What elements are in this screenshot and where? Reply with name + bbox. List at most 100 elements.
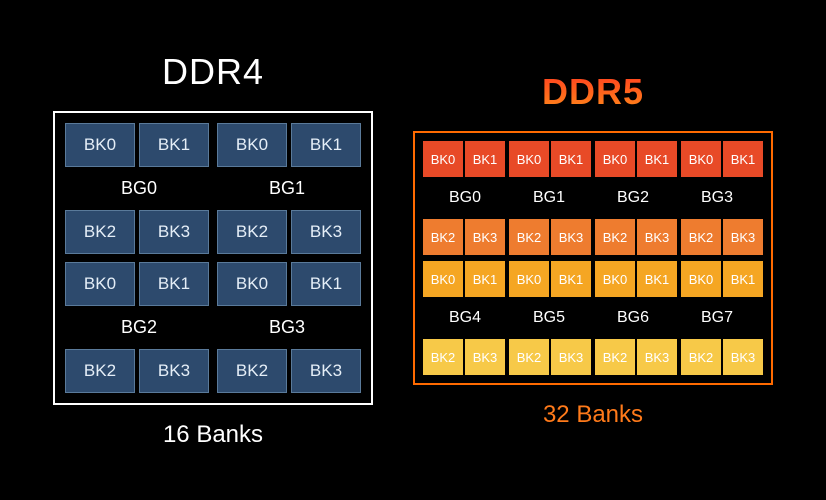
ddr4-bank: BK3 <box>291 349 361 393</box>
ddr4-bank: BK0 <box>217 123 287 167</box>
ddr5-bg-label: BG2 <box>591 189 675 207</box>
ddr4-bank: BK1 <box>139 262 209 306</box>
ddr5-bank-row: BK0BK1BK0BK1BK0BK1BK0BK1 <box>423 261 763 297</box>
ddr5-bank: BK2 <box>509 219 549 255</box>
ddr5-bank-group-bottom: BK2BK3 <box>509 339 591 375</box>
ddr5-bank: BK3 <box>637 219 677 255</box>
ddr5-bank-row: BK0BK1BK0BK1BK0BK1BK0BK1 <box>423 141 763 177</box>
ddr5-bank: BK0 <box>681 261 721 297</box>
ddr5-bank: BK1 <box>637 141 677 177</box>
ddr5-bank: BK1 <box>465 261 505 297</box>
ddr5-bank: BK1 <box>723 261 763 297</box>
ddr5-bank-group-top: BK0BK1 <box>595 141 677 177</box>
ddr5-bank: BK3 <box>465 339 505 375</box>
ddr5-section: DDR5 BK0BK1BK0BK1BK0BK1BK0BK1BG0BG1BG2BG… <box>413 71 773 429</box>
ddr4-bg-label: BG2 <box>65 317 213 338</box>
ddr5-bank: BK0 <box>509 261 549 297</box>
ddr4-bank: BK0 <box>65 262 135 306</box>
ddr5-bank: BK3 <box>723 339 763 375</box>
ddr4-bank: BK2 <box>65 210 135 254</box>
ddr5-bg-label: BG3 <box>675 189 759 207</box>
ddr4-bank: BK2 <box>65 349 135 393</box>
ddr4-bank-group-top: BK0BK1 <box>217 123 361 167</box>
ddr5-bank: BK2 <box>681 219 721 255</box>
ddr4-bank: BK3 <box>139 210 209 254</box>
ddr5-bank-group-bottom: BK2BK3 <box>681 339 763 375</box>
ddr5-bank-group-top: BK0BK1 <box>595 261 677 297</box>
ddr5-bg-label: BG6 <box>591 309 675 327</box>
ddr5-bank: BK1 <box>723 141 763 177</box>
ddr5-bank: BK3 <box>465 219 505 255</box>
ddr5-bank: BK2 <box>423 339 463 375</box>
ddr4-bank: BK3 <box>291 210 361 254</box>
ddr5-bank: BK3 <box>551 219 591 255</box>
ddr5-bank-group-top: BK0BK1 <box>423 261 505 297</box>
ddr5-container: BK0BK1BK0BK1BK0BK1BK0BK1BG0BG1BG2BG3BK2B… <box>413 131 773 385</box>
ddr5-bank: BK0 <box>509 141 549 177</box>
ddr4-bg-label-row: BG2BG3 <box>65 317 361 338</box>
ddr4-container: BK0BK1BK0BK1BG0BG1BK2BK3BK2BK3BK0BK1BK0B… <box>53 111 373 405</box>
ddr5-bank-row: BK2BK3BK2BK3BK2BK3BK2BK3 <box>423 339 763 375</box>
ddr4-bank-group-top: BK0BK1 <box>65 262 209 306</box>
ddr5-bank: BK2 <box>595 219 635 255</box>
ddr5-bank: BK2 <box>509 339 549 375</box>
ddr4-bg-label: BG1 <box>213 178 361 199</box>
ddr5-bank-group-top: BK0BK1 <box>681 261 763 297</box>
ddr4-bank: BK0 <box>217 262 287 306</box>
ddr5-bank-group-top: BK0BK1 <box>423 141 505 177</box>
ddr5-bg-label: BG5 <box>507 309 591 327</box>
ddr4-bank-group-bottom: BK2BK3 <box>217 210 361 254</box>
ddr4-bank-row: BK2BK3BK2BK3 <box>65 210 361 254</box>
ddr5-bank-group-bottom: BK2BK3 <box>423 339 505 375</box>
ddr5-bank-group-top: BK0BK1 <box>681 141 763 177</box>
ddr4-bank: BK1 <box>291 262 361 306</box>
ddr4-bank-row: BK0BK1BK0BK1 <box>65 123 361 167</box>
ddr5-bank-group-bottom: BK2BK3 <box>423 219 505 255</box>
ddr5-bg-label-row: BG0BG1BG2BG3 <box>423 186 763 210</box>
ddr5-bank-group-bottom: BK2BK3 <box>681 219 763 255</box>
ddr4-section: DDR4 BK0BK1BK0BK1BG0BG1BK2BK3BK2BK3BK0BK… <box>53 51 373 449</box>
ddr5-bank: BK1 <box>637 261 677 297</box>
ddr5-bank: BK1 <box>551 261 591 297</box>
ddr4-bank: BK2 <box>217 349 287 393</box>
ddr4-footer: 16 Banks <box>163 421 263 449</box>
ddr5-bg-label: BG0 <box>423 189 507 207</box>
ddr4-bank: BK0 <box>65 123 135 167</box>
ddr4-bg-label-row: BG0BG1 <box>65 178 361 199</box>
ddr4-bank-group-top: BK0BK1 <box>217 262 361 306</box>
ddr5-bank: BK1 <box>465 141 505 177</box>
ddr5-bank-group-top: BK0BK1 <box>509 261 591 297</box>
ddr5-bank: BK1 <box>551 141 591 177</box>
ddr5-bank-group-bottom: BK2BK3 <box>595 219 677 255</box>
ddr5-bank: BK3 <box>551 339 591 375</box>
ddr5-bank: BK0 <box>681 141 721 177</box>
ddr5-bg-label: BG1 <box>507 189 591 207</box>
ddr5-bank-group-bottom: BK2BK3 <box>509 219 591 255</box>
ddr5-bank: BK2 <box>423 219 463 255</box>
ddr4-bank-group-bottom: BK2BK3 <box>65 210 209 254</box>
ddr4-bank-group-bottom: BK2BK3 <box>217 349 361 393</box>
ddr5-bank: BK0 <box>595 261 635 297</box>
ddr4-bank: BK3 <box>139 349 209 393</box>
ddr5-footer: 32 Banks <box>543 401 643 429</box>
ddr5-bg-label: BG4 <box>423 309 507 327</box>
ddr5-bank: BK3 <box>637 339 677 375</box>
ddr5-bank: BK0 <box>595 141 635 177</box>
ddr5-bank: BK0 <box>423 261 463 297</box>
ddr4-title: DDR4 <box>162 51 264 93</box>
ddr5-title: DDR5 <box>542 71 644 113</box>
ddr4-bank: BK1 <box>139 123 209 167</box>
ddr4-bank-group-bottom: BK2BK3 <box>65 349 209 393</box>
ddr5-bank-group-bottom: BK2BK3 <box>595 339 677 375</box>
ddr4-bank-row: BK2BK3BK2BK3 <box>65 349 361 393</box>
ddr4-bank: BK1 <box>291 123 361 167</box>
ddr5-bank: BK0 <box>423 141 463 177</box>
ddr4-bank: BK2 <box>217 210 287 254</box>
ddr5-bank-group-top: BK0BK1 <box>509 141 591 177</box>
ddr5-bank: BK2 <box>681 339 721 375</box>
ddr4-bg-label: BG0 <box>65 178 213 199</box>
ddr5-bank-row: BK2BK3BK2BK3BK2BK3BK2BK3 <box>423 219 763 255</box>
ddr5-bank: BK2 <box>595 339 635 375</box>
ddr4-bank-row: BK0BK1BK0BK1 <box>65 262 361 306</box>
ddr5-bank: BK3 <box>723 219 763 255</box>
